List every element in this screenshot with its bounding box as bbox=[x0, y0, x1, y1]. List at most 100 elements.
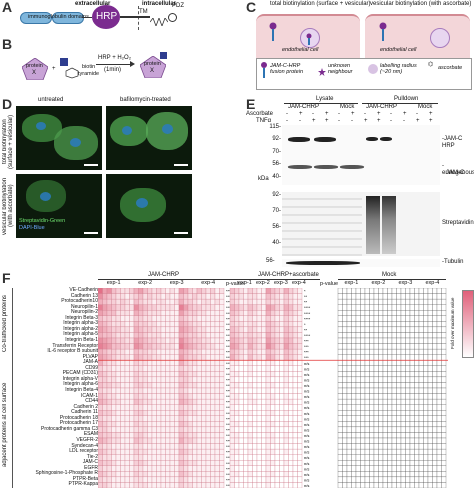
heatmap-cell bbox=[351, 315, 357, 322]
heatmap-cell bbox=[387, 293, 393, 300]
heatmap-cell bbox=[427, 343, 433, 350]
heatmap-cell bbox=[210, 465, 216, 472]
heatmap-cell bbox=[360, 404, 366, 411]
p-value-cell: **** bbox=[226, 300, 233, 305]
heatmap-cell bbox=[369, 387, 375, 394]
heatmap-cell bbox=[178, 321, 184, 328]
heatmap-cell bbox=[106, 360, 112, 366]
heatmap-cell bbox=[252, 421, 258, 428]
heatmap-cell bbox=[234, 343, 240, 350]
heatmap-cell bbox=[414, 387, 420, 394]
heatmap-cell bbox=[124, 310, 130, 316]
heatmap-cell bbox=[274, 454, 280, 461]
heatmap-cell bbox=[283, 437, 289, 444]
heatmap-cell bbox=[351, 365, 357, 372]
heatmap-cell bbox=[355, 293, 361, 300]
heatmap-cell bbox=[98, 454, 103, 461]
heatmap-cell bbox=[165, 415, 171, 422]
heatmap-cell bbox=[279, 471, 285, 478]
heatmap-cell bbox=[201, 332, 207, 339]
heatmap-cell bbox=[238, 437, 244, 444]
heatmap-cell bbox=[138, 382, 144, 389]
heatmap-cell bbox=[396, 415, 402, 422]
heatmap-cell bbox=[288, 315, 294, 322]
heatmap-cell bbox=[120, 415, 126, 422]
heatmap-cell bbox=[387, 437, 393, 444]
heatmap-cell bbox=[391, 326, 397, 333]
heatmap-cell bbox=[178, 304, 184, 311]
heatmap-cell bbox=[355, 476, 361, 483]
heatmap-cell bbox=[151, 371, 157, 378]
heatmap-cell bbox=[247, 304, 253, 311]
heatmap-cell bbox=[192, 471, 198, 478]
protein-row-label: VEGFR-2 bbox=[76, 437, 98, 443]
heatmap-cell bbox=[183, 315, 189, 322]
heatmap-cell bbox=[106, 437, 112, 444]
heatmap-cell bbox=[214, 310, 220, 316]
heatmap-cell bbox=[229, 288, 235, 294]
heatmap-cell bbox=[297, 343, 303, 350]
heatmap-cell bbox=[229, 421, 235, 428]
heatmap-cell bbox=[400, 426, 406, 433]
heatmap-cell bbox=[396, 326, 402, 333]
heatmap-cell bbox=[111, 332, 117, 339]
heatmap-cell bbox=[265, 437, 271, 444]
heatmap-cell bbox=[256, 454, 262, 461]
heatmap-cell bbox=[351, 321, 357, 328]
heatmap-cell bbox=[201, 398, 207, 405]
panel-c-legend bbox=[256, 58, 472, 90]
heatmap-cell bbox=[229, 448, 235, 455]
heatmap-cell bbox=[165, 365, 171, 372]
heatmap-cell bbox=[229, 293, 235, 300]
heatmap-cell bbox=[120, 304, 126, 311]
heatmap-cell bbox=[106, 482, 112, 488]
heatmap-cell bbox=[297, 288, 303, 294]
heatmap-cell bbox=[102, 482, 108, 488]
heatmap-cell bbox=[124, 365, 130, 372]
heatmap-cell bbox=[387, 465, 393, 472]
heatmap-cell bbox=[441, 460, 447, 466]
heatmap-cell bbox=[115, 443, 121, 450]
heatmap-cell bbox=[187, 454, 193, 461]
heatmap-cell bbox=[243, 476, 249, 483]
heatmap-cell bbox=[115, 365, 121, 372]
heatmap-cell bbox=[205, 398, 211, 405]
heatmap-cell bbox=[102, 460, 108, 466]
heatmap-cell bbox=[129, 432, 135, 439]
heatmap-cell bbox=[346, 376, 352, 383]
heatmap-cell bbox=[205, 321, 211, 328]
heatmap-cell bbox=[165, 454, 171, 461]
heatmap-cell bbox=[427, 454, 433, 461]
heatmap-cell bbox=[111, 398, 117, 405]
heatmap-cell bbox=[142, 393, 148, 400]
heatmap-cell bbox=[391, 404, 397, 411]
heatmap-cell bbox=[288, 288, 294, 294]
heatmap-cell bbox=[238, 404, 244, 411]
heatmap-cell bbox=[106, 415, 112, 422]
heatmap-cell bbox=[337, 298, 343, 305]
heatmap-cell bbox=[115, 304, 121, 311]
heatmap-cell bbox=[256, 471, 262, 478]
heatmap-cell bbox=[102, 293, 108, 300]
heatmap-cell bbox=[247, 398, 253, 405]
heatmap-cell bbox=[192, 315, 198, 322]
heatmap-cell bbox=[297, 293, 303, 300]
heatmap-cell bbox=[288, 437, 294, 444]
heatmap-cell bbox=[279, 310, 285, 316]
p-value-cell: **** bbox=[226, 333, 233, 338]
heatmap-cell bbox=[219, 443, 225, 450]
heatmap-cell bbox=[270, 387, 276, 394]
heatmap-cell bbox=[196, 326, 202, 333]
heatmap-cell bbox=[210, 410, 216, 416]
heatmap-cell bbox=[364, 426, 370, 433]
heatmap-cell bbox=[441, 343, 447, 350]
heatmap-cell bbox=[283, 343, 289, 350]
heatmap-cell bbox=[120, 376, 126, 383]
heatmap-cell bbox=[124, 332, 130, 339]
heatmap-cell bbox=[106, 398, 112, 405]
heatmap-cell bbox=[346, 404, 352, 411]
p-value-cell: n/s bbox=[304, 461, 309, 466]
heatmap-cell bbox=[283, 304, 289, 311]
heatmap-cell bbox=[165, 443, 171, 450]
heatmap-cell bbox=[252, 443, 258, 450]
